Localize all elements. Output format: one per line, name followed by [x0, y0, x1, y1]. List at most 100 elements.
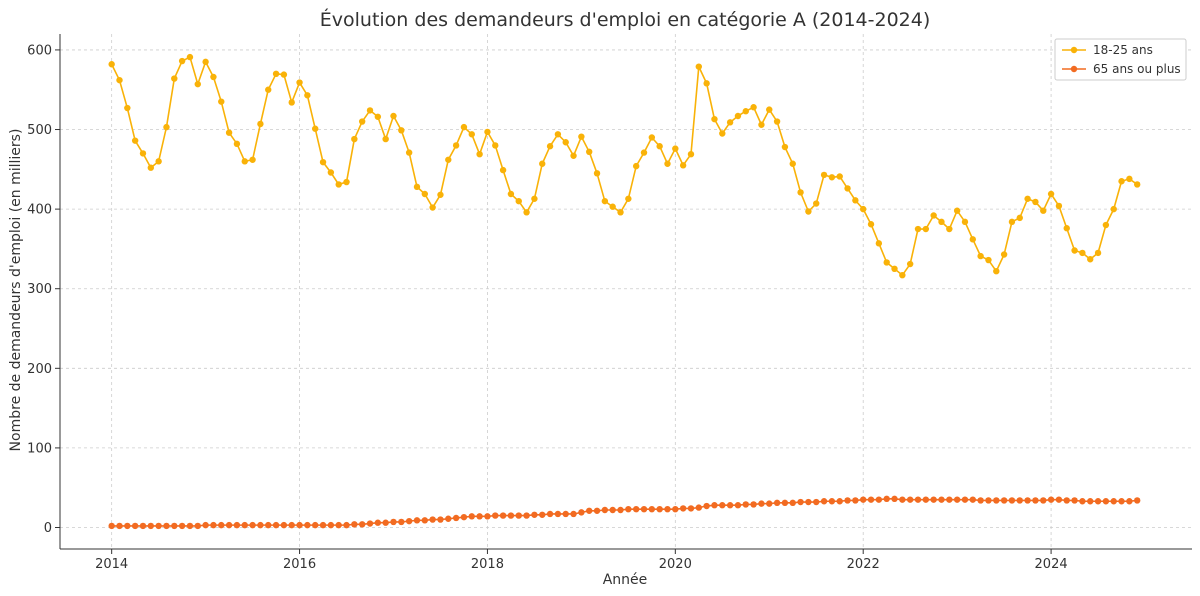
data-point — [805, 498, 812, 506]
data-point — [695, 63, 702, 70]
data-point — [366, 107, 374, 114]
data-point — [977, 497, 984, 504]
data-point — [163, 123, 170, 131]
data-point — [844, 497, 851, 504]
data-point — [805, 208, 812, 215]
data-point — [985, 497, 992, 504]
data-point — [186, 53, 194, 61]
data-point — [327, 521, 335, 529]
data-point — [867, 496, 875, 503]
data-point — [742, 108, 749, 115]
data-point — [734, 502, 742, 509]
data-point — [719, 130, 726, 137]
data-point — [750, 104, 757, 111]
data-point — [891, 495, 898, 503]
data-point — [766, 106, 773, 113]
data-point — [265, 521, 272, 529]
data-point — [343, 178, 350, 186]
data-point — [836, 173, 843, 180]
data-point — [781, 499, 789, 507]
data-point — [312, 125, 319, 132]
data-point — [171, 75, 178, 82]
data-point — [499, 166, 507, 174]
data-point — [1134, 181, 1141, 188]
data-point — [1008, 497, 1016, 504]
data-point — [546, 510, 554, 518]
data-point — [335, 521, 342, 529]
data-point — [867, 221, 875, 228]
data-point — [687, 505, 695, 512]
data-point — [413, 517, 421, 524]
x-tick-label: 2018 — [471, 557, 504, 572]
data-point — [178, 522, 186, 530]
data-point — [374, 519, 382, 526]
data-point — [617, 506, 624, 514]
data-point — [539, 511, 546, 518]
data-point — [351, 135, 358, 143]
data-point — [946, 496, 953, 503]
data-point — [147, 164, 155, 171]
y-tick-label: 400 — [27, 203, 52, 218]
data-point — [492, 142, 499, 149]
data-point — [570, 152, 577, 159]
data-point — [1087, 256, 1094, 263]
data-point — [335, 181, 342, 188]
data-point — [938, 218, 945, 226]
data-point — [820, 498, 828, 505]
data-point — [1102, 221, 1110, 229]
data-point — [225, 521, 233, 529]
data-point — [1047, 496, 1055, 503]
data-point — [484, 128, 491, 136]
data-point — [468, 513, 475, 520]
series-line — [111, 498, 1138, 527]
data-point — [711, 502, 718, 509]
data-point — [875, 496, 883, 503]
data-point — [1008, 218, 1016, 226]
data-point — [993, 268, 1000, 275]
data-point — [1055, 496, 1063, 503]
y-tick-label: 200 — [27, 362, 52, 377]
data-point — [656, 506, 663, 513]
data-point — [171, 522, 178, 530]
data-point — [390, 112, 397, 120]
data-point — [280, 71, 288, 78]
data-point — [1032, 497, 1039, 504]
data-point — [218, 521, 225, 529]
data-point — [570, 510, 577, 518]
data-point — [531, 195, 538, 202]
data-point — [1024, 195, 1031, 202]
data-point — [515, 512, 522, 519]
data-point — [225, 129, 233, 136]
data-point — [390, 518, 397, 526]
data-point — [695, 504, 702, 511]
series-group — [108, 53, 1141, 279]
data-point — [953, 207, 961, 214]
data-point — [852, 497, 859, 504]
legend-box — [1054, 38, 1187, 81]
data-point — [914, 496, 922, 503]
data-point — [398, 518, 405, 526]
data-point — [429, 204, 436, 211]
x-tick-label: 2022 — [847, 557, 880, 572]
data-point — [789, 499, 796, 507]
data-point — [601, 506, 609, 514]
y-tick-label: 100 — [27, 441, 52, 456]
data-point — [202, 58, 209, 66]
data-point — [210, 73, 217, 81]
data-point — [1016, 214, 1023, 222]
data-point — [507, 190, 515, 198]
data-point — [930, 496, 937, 503]
data-point — [1094, 498, 1102, 505]
data-point — [750, 501, 757, 508]
y-tick-label: 500 — [27, 123, 52, 138]
data-point — [586, 507, 593, 514]
data-point — [648, 506, 656, 513]
data-point — [609, 506, 616, 514]
data-point — [218, 98, 225, 105]
data-point — [609, 203, 616, 210]
data-point — [1079, 249, 1086, 257]
data-point — [429, 516, 436, 523]
data-point — [1118, 498, 1125, 505]
data-point — [382, 519, 389, 526]
data-point — [131, 137, 139, 144]
